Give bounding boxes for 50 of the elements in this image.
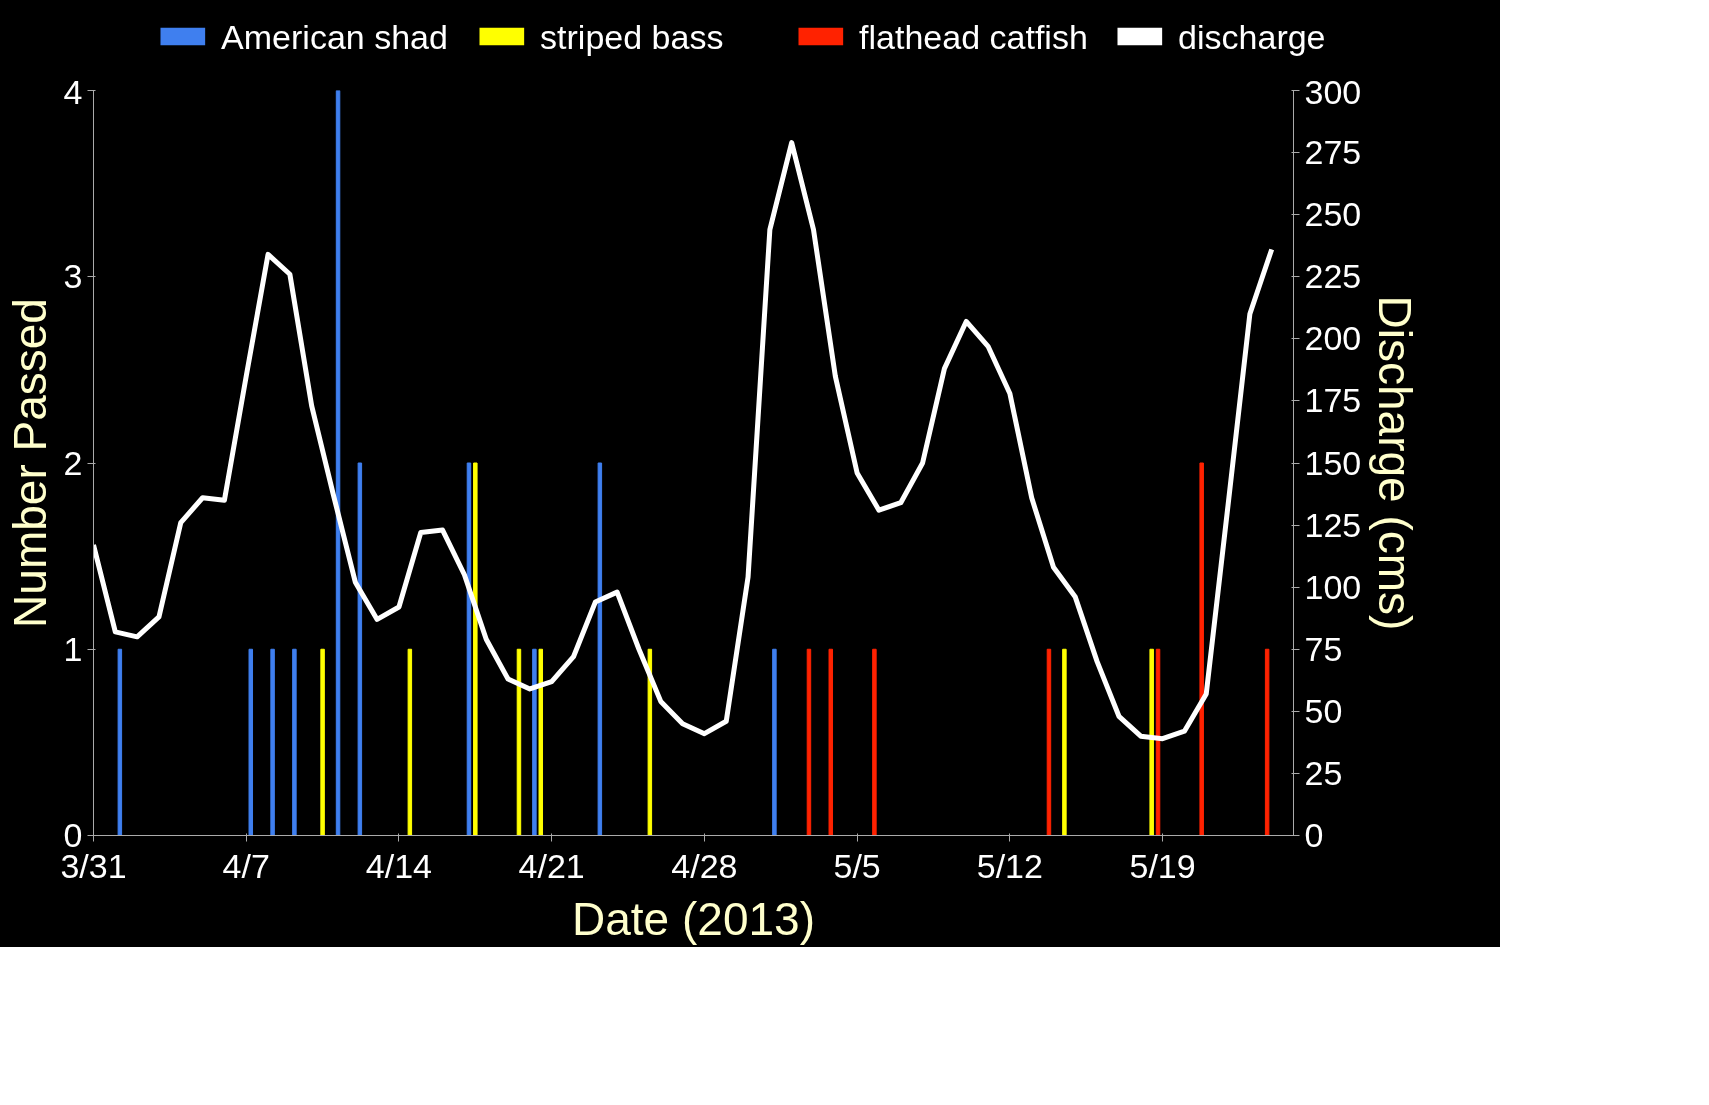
bar: [597, 462, 603, 836]
y-tick-label: 2: [63, 443, 83, 482]
bar: [270, 648, 275, 836]
bar: [828, 648, 834, 836]
x-tick-label: 5/5: [833, 846, 881, 885]
x-tick-label: 4/7: [222, 846, 270, 885]
y2-tick-label: 50: [1304, 691, 1343, 730]
bar: [647, 648, 653, 836]
bar: [772, 648, 777, 836]
y2-tick-label: 300: [1304, 72, 1362, 111]
y-tick-label: 1: [63, 629, 83, 668]
bar: [1062, 648, 1067, 836]
x-tick-label: 4/14: [365, 846, 433, 885]
y-axis-title: Number Passed: [3, 298, 56, 628]
y-tick-label: 4: [63, 72, 83, 111]
bar: [248, 648, 254, 836]
y2-tick-label: 25: [1304, 753, 1343, 792]
x-tick-label: 4/21: [518, 846, 585, 885]
bar: [872, 648, 877, 836]
bar: [1199, 462, 1204, 836]
y2-tick-label: 125: [1304, 505, 1362, 544]
bar: [292, 648, 297, 836]
y2-axis-title: Discharge (cms): [1369, 295, 1422, 631]
bar: [538, 648, 544, 836]
y-tick-label: 3: [63, 257, 83, 296]
bar: [357, 462, 363, 836]
bar: [407, 648, 413, 836]
y2-tick-label: 200: [1304, 319, 1362, 358]
legend-label: discharge: [1178, 17, 1326, 56]
bar: [1264, 648, 1270, 836]
y2-tick-label: 0: [1304, 816, 1324, 854]
y2-tick-label: 275: [1304, 133, 1362, 172]
y2-tick-label: 250: [1304, 195, 1362, 234]
y2-tick-label: 175: [1304, 381, 1362, 420]
bar: [532, 648, 537, 836]
x-tick-label: 5/19: [1129, 846, 1196, 885]
y2-tick-label: 100: [1304, 567, 1362, 606]
legend-label: American shad: [221, 17, 448, 56]
x-tick-label: 4/28: [671, 846, 738, 885]
x-axis-title: Date (2013): [572, 892, 815, 945]
legend-label: flathead catfish: [859, 17, 1088, 56]
legend-label: striped bass: [540, 17, 724, 56]
bar: [473, 462, 478, 836]
y2-tick-label: 75: [1304, 629, 1343, 668]
y2-tick-label: 225: [1304, 257, 1362, 296]
bar: [320, 648, 325, 836]
bar: [1149, 648, 1154, 836]
y2-tick-label: 150: [1304, 443, 1362, 482]
bar: [117, 648, 123, 836]
x-tick-label: 5/12: [976, 846, 1043, 885]
